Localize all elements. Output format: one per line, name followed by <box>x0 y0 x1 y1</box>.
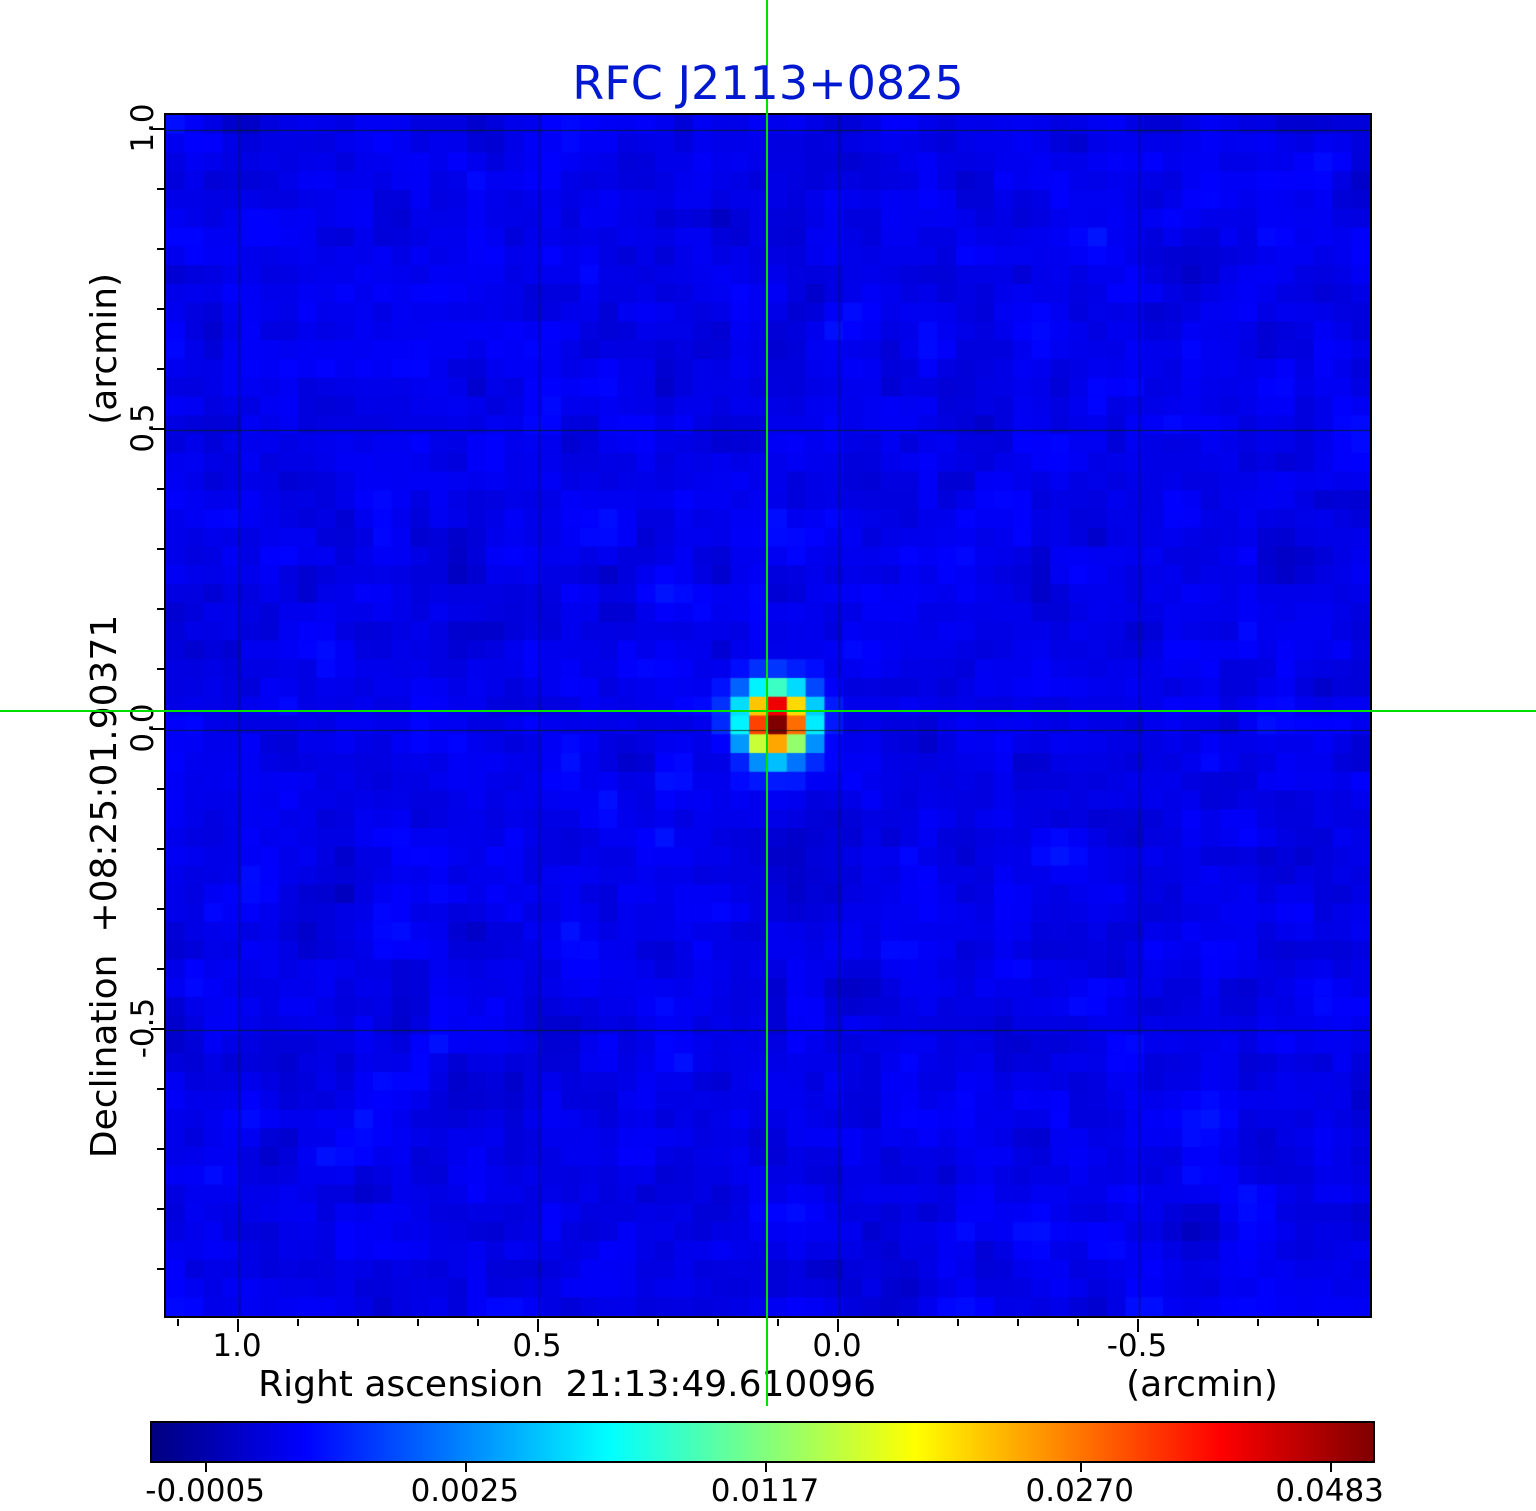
x-minor-tick <box>357 1319 359 1326</box>
y-minor-tick <box>157 1148 164 1150</box>
x-minor-tick <box>957 1319 959 1326</box>
y-minor-tick <box>157 848 164 850</box>
y-major-tick <box>151 428 164 430</box>
y-minor-tick <box>157 548 164 550</box>
y-minor-tick <box>157 1208 164 1210</box>
intensity-heatmap-canvas <box>166 115 1370 1316</box>
x-minor-tick <box>717 1319 719 1326</box>
colorbar-tick-mark <box>205 1463 208 1472</box>
x-tick-label: -0.5 <box>1106 1328 1168 1364</box>
colorbar <box>150 1421 1375 1463</box>
x-minor-tick <box>777 1319 779 1326</box>
x-axis-unit: (arcmin) <box>1126 1364 1278 1405</box>
colorbar-tick-label: 0.0025 <box>410 1473 520 1509</box>
x-minor-tick <box>1257 1319 1259 1326</box>
x-tick-label: 0.5 <box>512 1328 562 1364</box>
x-minor-tick <box>1017 1319 1019 1326</box>
y-minor-tick <box>157 1268 164 1270</box>
x-minor-tick <box>417 1319 419 1326</box>
y-major-tick <box>151 1028 164 1030</box>
x-axis-name: Right ascension <box>258 1364 544 1405</box>
colorbar-tick-label: 0.0483 <box>1275 1473 1384 1509</box>
x-minor-tick <box>597 1319 599 1326</box>
y-minor-tick <box>157 608 164 610</box>
x-minor-tick <box>297 1319 299 1326</box>
x-tick-label: 0.0 <box>812 1328 862 1364</box>
x-minor-tick <box>657 1319 659 1326</box>
colorbar-tick-mark <box>1329 1463 1332 1472</box>
y-major-tick <box>151 728 164 730</box>
y-minor-tick <box>157 668 164 670</box>
y-minor-tick <box>157 1088 164 1090</box>
colorbar-tick-label: -0.0005 <box>145 1473 265 1509</box>
y-minor-tick <box>157 248 164 250</box>
colorbar-tick-mark <box>764 1463 767 1472</box>
x-major-tick <box>237 1319 239 1332</box>
crosshair-horizontal-line <box>0 710 1536 712</box>
x-major-tick <box>537 1319 539 1332</box>
x-minor-tick <box>897 1319 899 1326</box>
y-major-tick <box>151 128 164 130</box>
y-minor-tick <box>157 188 164 190</box>
x-minor-tick <box>177 1319 179 1326</box>
y-minor-tick <box>157 908 164 910</box>
colorbar-tick-mark <box>1079 1463 1082 1472</box>
colorbar-tick-label: 0.0270 <box>1025 1473 1135 1509</box>
y-axis-title-line: Declination +08:25:01.90371 (arcmin) <box>84 113 126 1318</box>
y-axis-name-value: Declination +08:25:01.90371 <box>84 615 126 1158</box>
x-major-tick <box>1137 1319 1139 1332</box>
x-minor-tick <box>1197 1319 1199 1326</box>
x-axis-name-value: Right ascension 21:13:49.610096 <box>258 1364 876 1405</box>
x-tick-label: 1.0 <box>212 1328 262 1364</box>
figure-title: RFC J2113+0825 <box>572 56 964 110</box>
x-major-tick <box>837 1319 839 1332</box>
crosshair-vertical-line <box>766 0 768 1406</box>
y-axis-unit: (arcmin) <box>84 272 125 425</box>
y-minor-tick <box>157 788 164 790</box>
x-minor-tick <box>477 1319 479 1326</box>
x-axis-value: 21:13:49.610096 <box>565 1364 877 1405</box>
y-axis-value: +08:25:01.90371 <box>84 614 125 933</box>
x-minor-tick <box>1077 1319 1079 1326</box>
colorbar-tick-mark <box>464 1463 467 1472</box>
colorbar-tick-label: 0.0117 <box>710 1473 820 1509</box>
x-minor-tick <box>1317 1319 1319 1326</box>
y-axis-name: Declination <box>84 954 125 1159</box>
x-axis-title: Right ascension 21:13:49.610096 (arcmin) <box>164 1364 1372 1405</box>
y-minor-tick <box>157 488 164 490</box>
plot-frame <box>164 113 1372 1318</box>
y-minor-tick <box>157 368 164 370</box>
y-minor-tick <box>157 968 164 970</box>
y-axis-title: Declination +08:25:01.90371 (arcmin) <box>84 113 126 1318</box>
y-minor-tick <box>157 308 164 310</box>
